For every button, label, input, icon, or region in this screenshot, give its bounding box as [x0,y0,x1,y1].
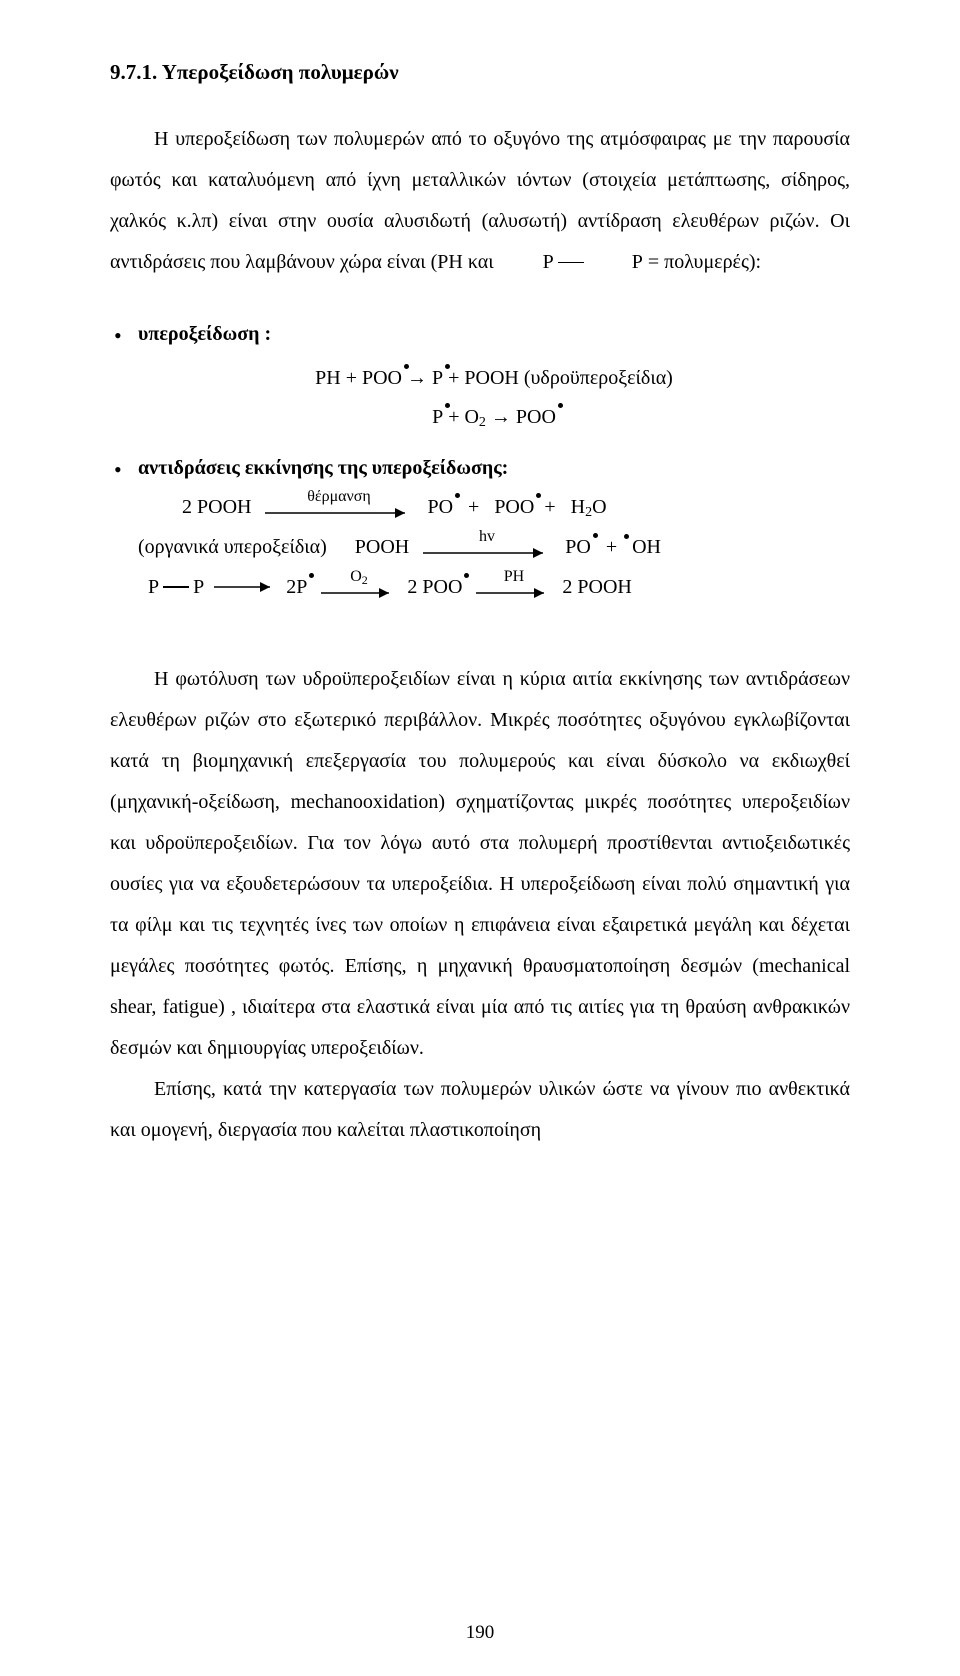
bond-line-icon [163,586,189,588]
r4-pooh: POOH [355,530,409,564]
bond-line-icon [558,262,584,264]
r1-arrow-p: → P [407,367,443,389]
r3-po: PO [427,496,453,518]
r4-po: PO [565,536,591,558]
arrow-with-label-icon: hv [417,529,557,565]
para2-text: Η φωτόλυση των υδροϋπεροξειδίων είναι η … [110,668,850,1059]
r5-2p: 2P [286,576,307,598]
bullet-list: υπεροξείδωση : PH + POO → P + POOH (υδρο… [110,317,850,605]
r3-right: PO + POO + H2O [427,490,606,525]
p-right: P [588,242,643,283]
section-title: Υπεροξείδωση πολυμερών [162,60,399,84]
r3-left: 2 POOH [182,490,251,524]
arrow-with-label-icon: PH [472,569,556,605]
arrow-with-label-icon: O2 [317,569,401,605]
paragraph-trailing: Επίσης, κατά την κατεργασία των πολυμερώ… [110,1069,850,1151]
para1b-text: = πολυμερές): [648,251,761,273]
r5-2poo: 2 POO [407,576,462,598]
r3-h: H [571,496,585,518]
r5-p1: P [148,570,159,604]
section-number: 9.7.1. [110,60,157,84]
r5-ph-label: PH [504,569,525,585]
p-left: P [499,242,554,283]
r1-right: + POOH (υδροϋπεροξείδια) [448,367,673,389]
reaction-block-1: PH + POO → P + POOH (υδροϋπεροξείδια) P … [138,359,850,437]
bullet-label-1: υπεροξείδωση : [138,323,271,345]
subscript-2: 2 [479,415,486,430]
r3-over-label: θέρμανση [308,489,372,505]
paragraph-intro: Η υπεροξείδωση των πολυμερών από το οξυγ… [110,119,850,283]
reaction-line-1: PH + POO → P + POOH (υδροϋπεροξείδια) [138,359,850,398]
arrow-icon [210,576,282,598]
page-number: 190 [0,1622,960,1644]
reaction-row-3: 2 POOH θέρμανση PO + POO + H2O [138,489,850,525]
r5-o2-label: O2 [351,569,369,587]
p-bond: P P [148,570,204,604]
r1-left: PH + POO [315,367,402,389]
para3-text: Επίσης, κατά την κατεργασία των πολυμερώ… [110,1078,850,1141]
and-word: και [468,251,499,273]
r2-p: P [432,406,443,428]
bullet-label-2: αντιδράσεις εκκίνησης της υπεροξείδωσης: [138,457,508,479]
bullet-item-initiation: αντιδράσεις εκκίνησης της υπεροξείδωσης:… [110,451,850,605]
r4-label: (οργανικά υπεροξείδια) [138,530,327,564]
reaction-row-5: P P 2P O2 2 POO [138,569,850,605]
r2-right: → POO [491,406,556,428]
bullet-item-hyperoxidation: υπεροξείδωση : PH + POO → P + POOH (υδρο… [110,317,850,437]
reaction-row-4: (οργανικά υπεροξείδια) POOH hv PO + OH [138,529,850,565]
section-heading: 9.7.1. Υπεροξείδωση πολυμερών [110,60,850,85]
r5-p2: P [193,570,204,604]
p-bond-inline: P P [499,242,643,283]
r5-2poo-seg: 2 POO [407,570,462,604]
r2-o: + O [448,406,479,428]
r3-o: O [592,496,606,518]
r4-oh: OH [632,536,661,558]
arrow-with-label-icon: θέρμανση [259,489,419,525]
r5-2p-seg: 2P [286,570,307,604]
r4-over-label: hv [479,529,495,545]
reaction-line-2: P + O2 → POO [138,398,850,437]
r3-poo: POO [494,496,534,518]
paragraph-main: Η φωτόλυση των υδροϋπεροξειδίων είναι η … [110,659,850,1069]
r5-2pooh: 2 POOH [562,570,631,604]
r4-right: PO + OH [565,530,661,564]
subscript-2: 2 [585,505,592,520]
